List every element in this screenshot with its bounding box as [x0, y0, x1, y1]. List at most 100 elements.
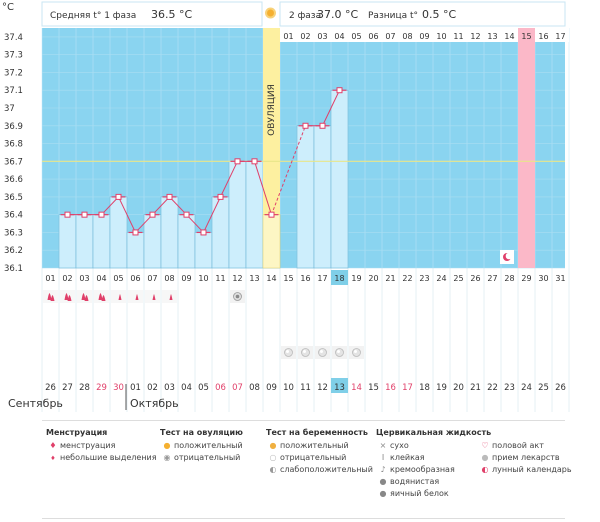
dpo-day[interactable]: 10 [436, 32, 446, 41]
temperature-point[interactable] [98, 211, 105, 218]
period-dpo-day[interactable]: 15 [521, 32, 531, 41]
cycle-day[interactable]: 20 [368, 274, 378, 283]
date-label[interactable]: 05 [198, 383, 209, 393]
temperature-point[interactable] [200, 229, 207, 236]
cycle-day[interactable]: 14 [266, 274, 276, 283]
dpo-day[interactable]: 17 [555, 32, 565, 41]
sticky-icon: I [381, 453, 385, 462]
date-label[interactable]: 25 [538, 383, 549, 393]
date-label[interactable]: 01 [130, 383, 141, 393]
cycle-day[interactable]: 30 [538, 274, 548, 283]
temperature-point[interactable] [115, 193, 122, 200]
cycle-day[interactable]: 10 [198, 274, 208, 283]
temperature-point[interactable] [302, 122, 309, 129]
date-label[interactable]: 17 [402, 383, 413, 393]
date-label[interactable]: 23 [504, 383, 515, 393]
temperature-point[interactable] [319, 122, 326, 129]
dpo-day[interactable]: 07 [385, 32, 395, 41]
dpo-day[interactable]: 13 [487, 32, 497, 41]
date-label[interactable]: 15 [368, 383, 379, 393]
cycle-day[interactable]: 28 [504, 274, 514, 283]
temperature-point[interactable] [149, 211, 156, 218]
legend-item: отрицательный [174, 453, 241, 462]
cycle-day[interactable]: 18 [334, 274, 344, 283]
date-label[interactable]: 14 [351, 383, 362, 393]
cycle-day[interactable]: 11 [215, 274, 225, 283]
date-label[interactable]: 16 [385, 383, 396, 393]
temperature-point[interactable] [217, 193, 224, 200]
cycle-day[interactable]: 08 [164, 274, 174, 283]
date-label[interactable]: 03 [164, 383, 175, 393]
date-label[interactable]: 18 [419, 383, 430, 393]
cycle-day[interactable]: 04 [96, 274, 106, 283]
cycle-day[interactable]: 06 [130, 274, 140, 283]
cycle-day[interactable]: 05 [113, 274, 123, 283]
date-label[interactable]: 06 [215, 383, 226, 393]
cycle-day[interactable]: 09 [181, 274, 191, 283]
cycle-day[interactable]: 29 [521, 274, 531, 283]
date-label[interactable]: 10 [283, 383, 294, 393]
temperature-point[interactable] [234, 158, 241, 165]
date-label[interactable]: 30 [113, 383, 124, 393]
date-label[interactable]: 07 [232, 383, 243, 393]
temperature-point[interactable] [336, 87, 343, 94]
cycle-day[interactable]: 26 [470, 274, 480, 283]
temperature-point[interactable] [81, 211, 88, 218]
date-label[interactable]: 08 [249, 383, 260, 393]
date-label[interactable]: 24 [521, 383, 532, 393]
dpo-day[interactable]: 03 [317, 32, 327, 41]
cycle-day[interactable]: 16 [300, 274, 310, 283]
cycle-day[interactable]: 12 [232, 274, 242, 283]
cycle-day[interactable]: 07 [147, 274, 157, 283]
temperature-bar [245, 161, 264, 269]
cycle-day[interactable]: 22 [402, 274, 412, 283]
cycle-day[interactable]: 23 [419, 274, 429, 283]
dpo-day[interactable]: 02 [300, 32, 310, 41]
cycle-day[interactable]: 24 [436, 274, 446, 283]
cycle-day[interactable]: 15 [283, 274, 293, 283]
temperature-point[interactable] [183, 211, 190, 218]
dpo-day[interactable]: 01 [283, 32, 293, 41]
cycle-day[interactable]: 31 [555, 274, 565, 283]
date-label[interactable]: 22 [487, 383, 498, 393]
date-label[interactable]: 20 [453, 383, 464, 393]
temperature-point[interactable] [166, 193, 173, 200]
cycle-day[interactable]: 27 [487, 274, 497, 283]
date-label[interactable]: 12 [317, 383, 328, 393]
temperature-point[interactable] [251, 158, 258, 165]
cycle-day[interactable]: 19 [351, 274, 361, 283]
dpo-day[interactable]: 08 [402, 32, 412, 41]
dpo-day[interactable]: 11 [453, 32, 463, 41]
date-label[interactable]: 29 [96, 383, 107, 393]
date-label[interactable]: 11 [300, 383, 311, 393]
date-label[interactable]: 26 [555, 383, 566, 393]
date-label[interactable]: 26 [45, 383, 56, 393]
date-label[interactable]: 21 [470, 383, 481, 393]
cycle-day[interactable]: 25 [453, 274, 463, 283]
dpo-day[interactable]: 05 [351, 32, 361, 41]
temperature-point[interactable] [268, 211, 275, 218]
date-label[interactable]: 09 [266, 383, 277, 393]
date-label[interactable]: 19 [436, 383, 447, 393]
moon-icon [500, 250, 514, 264]
dpo-day[interactable]: 06 [368, 32, 378, 41]
cycle-day[interactable]: 01 [45, 274, 55, 283]
dpo-day[interactable]: 16 [538, 32, 548, 41]
dpo-day[interactable]: 12 [470, 32, 480, 41]
date-label[interactable]: 02 [147, 383, 158, 393]
date-label[interactable]: 04 [181, 383, 192, 393]
cycle-day[interactable]: 17 [317, 274, 327, 283]
date-label[interactable]: 27 [62, 383, 73, 393]
dpo-day[interactable]: 04 [334, 32, 344, 41]
temperature-point[interactable] [132, 229, 139, 236]
cycle-day[interactable]: 13 [249, 274, 259, 283]
temperature-point[interactable] [64, 211, 71, 218]
cycle-day[interactable]: 02 [62, 274, 72, 283]
date-label[interactable]: 28 [79, 383, 90, 393]
date-label[interactable]: 13 [334, 383, 345, 393]
dpo-day[interactable]: 09 [419, 32, 429, 41]
cycle-day[interactable]: 03 [79, 274, 89, 283]
preg-weak-icon: ◐ [269, 465, 277, 474]
dpo-day[interactable]: 14 [504, 32, 514, 41]
cycle-day[interactable]: 21 [385, 274, 395, 283]
